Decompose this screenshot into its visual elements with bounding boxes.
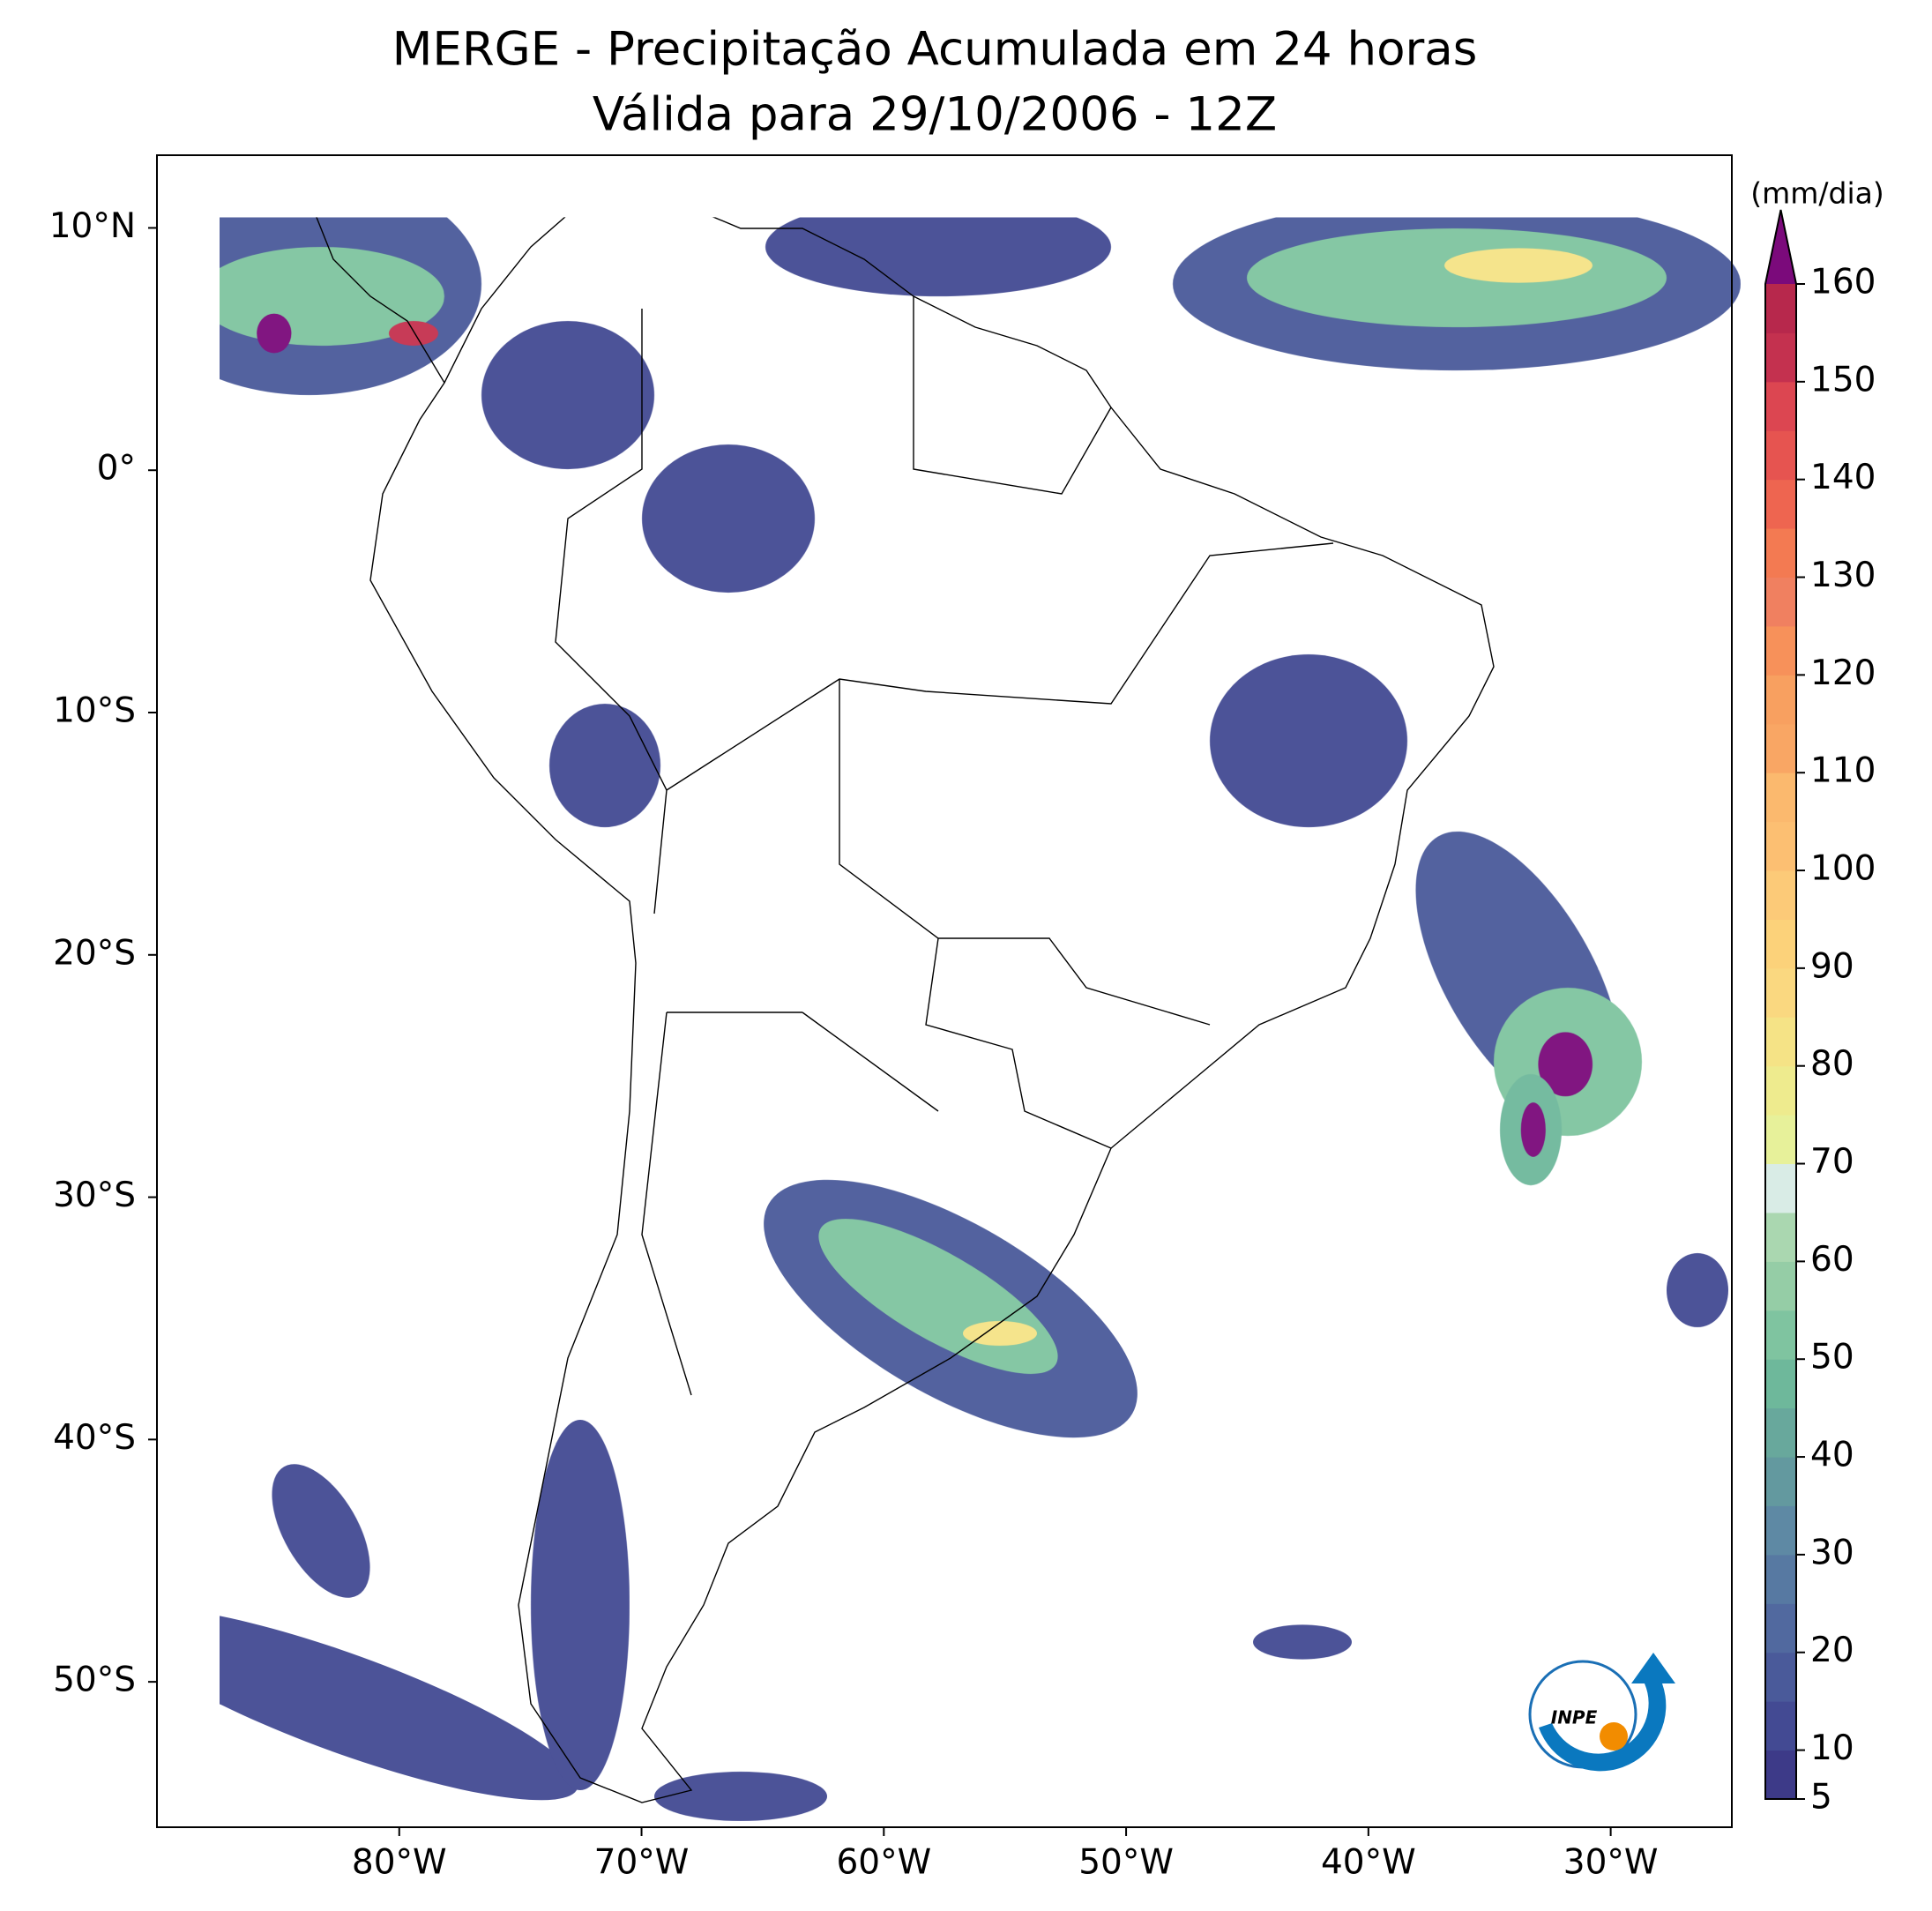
y-tick-label: 10°N — [49, 206, 136, 246]
colorbar-segment — [1765, 967, 1796, 1018]
colorbar-segment — [1765, 919, 1796, 969]
colorbar-tick-label: 80 — [1810, 1044, 1854, 1084]
y-tick-label: 10°S — [53, 691, 136, 731]
colorbar-tick-label: 10 — [1810, 1728, 1854, 1768]
colorbar-segment — [1765, 821, 1796, 871]
colorbar-tick-label: 30 — [1810, 1533, 1854, 1572]
colorbar-segment — [1765, 577, 1796, 627]
colorbar-segment — [1765, 1163, 1796, 1213]
colorbar-segment — [1765, 1017, 1796, 1067]
colorbar-tick-label: 150 — [1810, 360, 1876, 399]
colorbar-segment — [1765, 1701, 1796, 1751]
colorbar-segment — [1765, 1065, 1796, 1116]
colorbar-label: (mm/dia) — [1750, 176, 1884, 211]
colorbar-segment — [1765, 381, 1796, 431]
colorbar-segment — [1765, 773, 1796, 823]
colorbar-tick-label: 120 — [1810, 653, 1876, 693]
colorbar-segment — [1765, 1652, 1796, 1702]
x-tick-label: 40°W — [1321, 1843, 1416, 1883]
y-tick-label: 50°S — [53, 1661, 136, 1700]
y-tick-label: 40°S — [53, 1418, 136, 1458]
colorbar-segment — [1765, 284, 1796, 333]
colorbar-tick-label: 140 — [1810, 458, 1876, 497]
x-tick-label: 60°W — [836, 1843, 931, 1883]
colorbar-segment — [1765, 332, 1796, 383]
y-tick-label: 20°S — [53, 933, 136, 973]
colorbar-segment — [1765, 1359, 1796, 1409]
subtitle: Válida para 29/10/2006 - 12Z — [593, 88, 1277, 142]
colorbar-segment — [1765, 1212, 1796, 1262]
colorbar-tick-label: 60 — [1810, 1240, 1854, 1280]
colorbar-segment — [1765, 1457, 1796, 1506]
colorbar-tick-label: 110 — [1810, 751, 1876, 791]
title: MERGE - Precipitação Acumulada em 24 hor… — [392, 23, 1478, 77]
x-tick-label: 70°W — [594, 1843, 690, 1883]
y-tick-label: 0° — [97, 449, 136, 489]
colorbar-tick-label: 50 — [1810, 1338, 1854, 1377]
colorbar-segment — [1765, 1603, 1796, 1653]
colorbar-segment — [1765, 1407, 1796, 1458]
precipitation — [220, 217, 1741, 1821]
colorbar-segment — [1765, 479, 1796, 529]
colorbar: (mm/dia) — [1750, 176, 1884, 211]
colorbar-segment — [1765, 1554, 1796, 1604]
colorbar-segment — [1765, 723, 1796, 773]
colorbar-frame — [1764, 209, 1797, 1800]
colorbar-tick-label: 40 — [1810, 1436, 1854, 1475]
colorbar-segment — [1765, 528, 1796, 579]
colorbar-segment — [1765, 1310, 1796, 1360]
colorbar-segment — [1765, 870, 1796, 920]
colorbar-tick-label: 5 — [1810, 1778, 1832, 1818]
colorbar-tick-label: 160 — [1810, 263, 1876, 302]
map-frame — [156, 154, 1733, 1828]
x-tick-label: 30°W — [1563, 1843, 1659, 1883]
logo-text: INPE — [1551, 1707, 1598, 1728]
colorbar-segment — [1765, 1750, 1796, 1800]
logo: INPE — [1528, 1653, 1675, 1772]
colorbar-tick-label: 130 — [1810, 556, 1876, 595]
colorbar-segment — [1765, 1505, 1796, 1556]
colorbar-tick-label: 20 — [1810, 1631, 1854, 1670]
colorbar-segment — [1765, 675, 1796, 725]
colorbar-extend — [1765, 210, 1796, 284]
colorbar-segment — [1765, 1261, 1796, 1311]
colorbar-tick-label: 90 — [1810, 946, 1854, 986]
map-area: INPE — [156, 154, 1741, 1828]
colorbar-tick-label: 100 — [1810, 849, 1876, 889]
colorbar-segment — [1765, 1115, 1796, 1165]
x-tick-label: 80°W — [352, 1843, 447, 1883]
x-tick-label: 50°W — [1078, 1843, 1174, 1883]
colorbar-tick-label: 70 — [1810, 1142, 1854, 1182]
y-tick-label: 30°S — [53, 1176, 136, 1215]
colorbar-segment — [1765, 625, 1796, 676]
colorbar-segment — [1765, 430, 1796, 481]
